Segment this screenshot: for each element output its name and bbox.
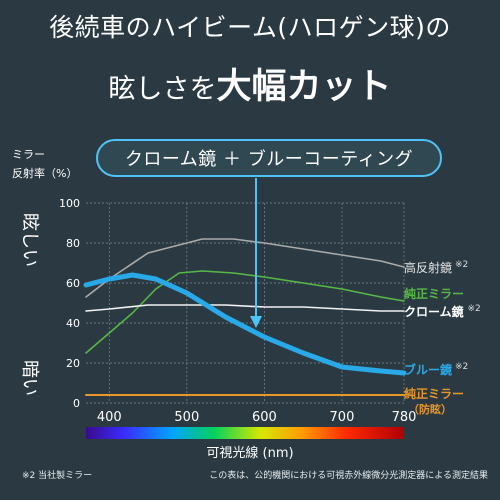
y-side-label-top: 眩しい xyxy=(19,213,40,267)
x-tick-label: 400 xyxy=(97,410,122,425)
series-line xyxy=(85,270,405,354)
headline-line-2-emphasis: 大幅カット xyxy=(216,67,392,107)
series-label-note: ※2 xyxy=(455,260,468,270)
x-tick-label: 780 xyxy=(392,410,417,425)
headline-line-2-prefix: 眩しさを xyxy=(108,74,217,105)
y-tick-label: 40 xyxy=(66,317,80,330)
y-axis-title-line-1: ミラー xyxy=(12,148,45,161)
y-axis-title-line-2: 反射率（%） xyxy=(12,166,77,180)
callout-pointer-arrowhead xyxy=(250,316,262,328)
footnote-right: この表は、公的機関における可視赤外線微分光測定器による測定結果 xyxy=(209,471,488,481)
y-tick-label: 80 xyxy=(66,237,80,250)
series-line xyxy=(85,238,405,298)
series-line xyxy=(83,272,407,376)
series-label: 高反射鏡 xyxy=(404,260,452,275)
visible-spectrum-bar xyxy=(86,427,404,439)
headline-line-1: 後続車のハイビーム(ハロゲン球)の xyxy=(49,13,451,42)
series-line xyxy=(85,304,405,312)
y-side-label-bottom: 暗い xyxy=(19,360,40,396)
x-axis-title: 可視光線 (nm) xyxy=(206,445,293,461)
series-label-note: （防眩） xyxy=(408,402,452,416)
y-tick-label: 20 xyxy=(66,357,80,370)
series-label-note: ※2 xyxy=(455,362,468,372)
series-lines xyxy=(83,238,407,396)
y-tick-label: 60 xyxy=(66,277,80,290)
y-tick-label: 0 xyxy=(73,397,80,410)
x-tick-label: 500 xyxy=(174,410,199,425)
headline-line-2: 眩しさを大幅カット xyxy=(0,58,500,109)
series-label: クローム鏡 xyxy=(404,304,464,319)
footnote-left: ※2 当社製ミラー xyxy=(22,471,93,481)
series-label: ブルー鏡 xyxy=(404,362,452,377)
grid xyxy=(86,202,405,404)
series-label: 純正ミラー xyxy=(404,386,464,401)
series-label-note: ※2 xyxy=(468,304,481,314)
y-tick-labels: 0 20 40 60 80 100 xyxy=(59,197,80,410)
x-tick-label: 600 xyxy=(252,410,277,425)
series-label: 純正ミラー xyxy=(404,286,464,301)
x-tick-label: 700 xyxy=(330,410,355,425)
x-tick-labels: 400 500 600 700 780 xyxy=(97,410,417,425)
y-tick-label: 100 xyxy=(59,197,80,210)
callout-box: クローム鏡 ＋ ブルーコーティング xyxy=(96,139,442,177)
